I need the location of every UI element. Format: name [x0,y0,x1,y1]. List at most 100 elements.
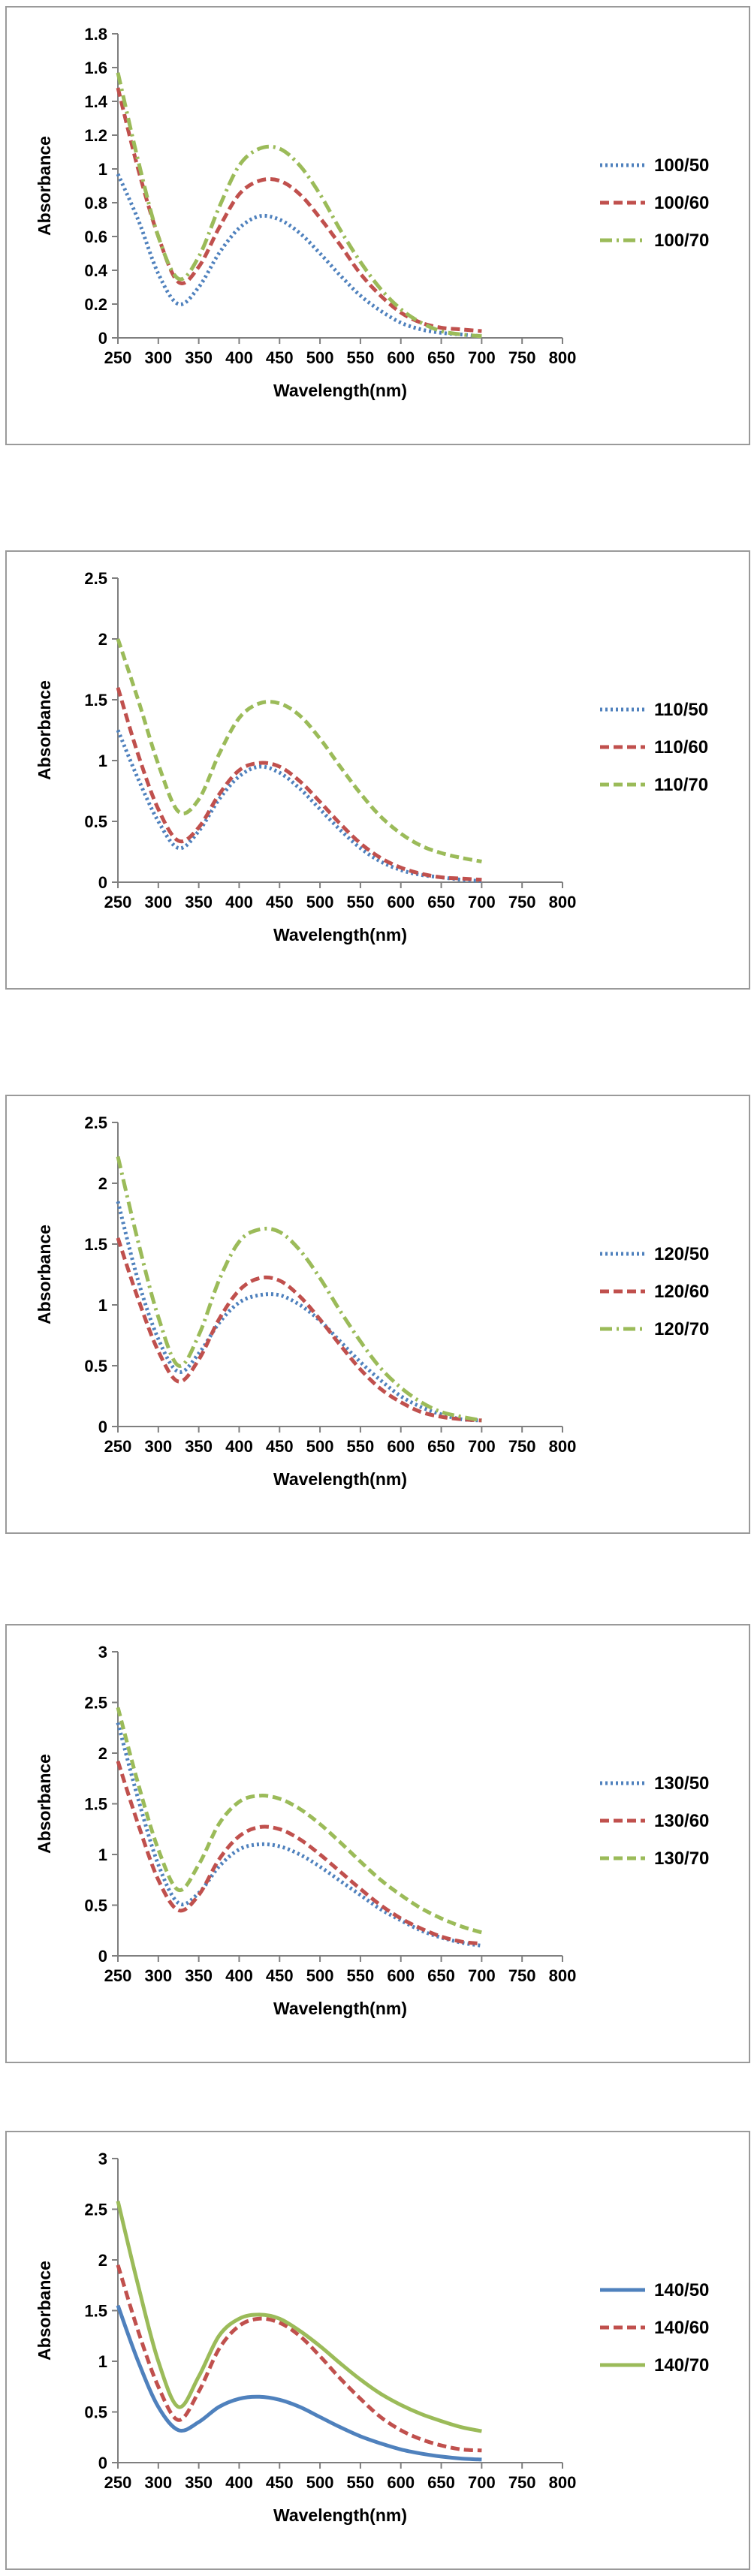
y-tick-label: 0 [98,1947,107,1966]
series-line-120-70 [116,1155,482,1423]
y-tick-label: 0.5 [84,2403,107,2422]
x-tick-label: 700 [468,893,496,911]
x-tick-label: 350 [185,893,213,911]
x-tick-label: 500 [306,2473,334,2492]
chart-svg-3: 0 0.5 1 1.5 2 2.5 250 300 350 400 450 500 550 600 650 7… [35,1113,709,1489]
series-line-100-50 [116,173,482,339]
x-tick-label: 500 [306,1966,334,1985]
y-tick-label: 2.5 [84,1113,107,1132]
series-line-110-60 [116,687,482,882]
y-tick-label: 1.6 [84,59,107,77]
y-axis-title: Absorbance [35,680,54,780]
x-tick-label: 400 [225,893,253,911]
chart-panel-4: 0 0.5 1 1.5 2 2.5 3 250 300 350 400 450 500 550 600 650… [5,1624,750,2063]
y-tick-label: 0.5 [84,812,107,831]
x-axis-title: Wavelength(nm) [273,2505,407,2525]
x-tick-label: 300 [144,893,172,911]
x-tick-label: 650 [427,1966,455,1985]
legend-label: 140/50 [654,2280,709,2300]
legend-label: 130/60 [654,1811,709,1831]
legend-label: 100/70 [654,230,709,251]
x-tick-label: 800 [549,348,577,367]
x-tick-label: 350 [185,2473,213,2492]
y-tick-label: 1 [98,1845,107,1864]
series-line-130-70 [116,1707,483,1935]
x-tick-label: 350 [185,1437,213,1456]
x-axis-title: Wavelength(nm) [273,925,407,945]
y-tick-label: 1.5 [84,2302,107,2321]
series-line-120-60 [116,1237,482,1423]
legend-label: 120/50 [654,1244,709,1264]
chart-svg-1: 0 0.2 0.4 0.6 0.8 1 1.2 1.4 1.6 1.8 250 300 350 400 45… [35,25,709,400]
legend-label: 110/50 [654,700,708,720]
x-tick-label: 550 [347,1966,375,1985]
x-axis-title: Wavelength(nm) [273,1469,407,1489]
x-tick-label: 450 [266,1437,294,1456]
x-tick-label: 750 [508,1966,536,1985]
x-tick-label: 800 [549,2473,577,2492]
chart-panel-1: 0 0.2 0.4 0.6 0.8 1 1.2 1.4 1.6 1.8 250 300 350 400 45… [5,6,750,445]
x-tick-label: 500 [306,348,334,367]
y-tick-label: 2.5 [84,2201,107,2219]
y-tick-label: 2.5 [84,1694,107,1713]
chart-panel-5: 0 0.5 1 1.5 2 2.5 3 250 300 350 400 450 500 550 600 650… [5,2131,750,2570]
y-tick-label: 1 [98,752,107,770]
x-tick-label: 700 [468,1437,496,1456]
series-line-110-70 [116,638,482,863]
legend-label: 100/50 [654,155,709,176]
x-tick-label: 600 [387,1966,415,1985]
y-tick-label: 3 [98,2150,107,2168]
legend-label: 110/70 [654,775,708,795]
x-tick-label: 550 [347,1437,375,1456]
x-tick-label: 750 [508,1437,536,1456]
chart-svg-4: 0 0.5 1 1.5 2 2.5 3 250 300 350 400 450 500 550 600 650… [35,1643,709,2018]
chart-panel-3: 0 0.5 1 1.5 2 2.5 250 300 350 400 450 500 550 600 650 7… [5,1095,750,1534]
y-tick-label: 1 [98,1296,107,1315]
series-line-130-60 [116,1761,482,1946]
y-tick-label: 2 [98,1744,107,1763]
y-tick-label: 3 [98,1643,107,1662]
x-tick-label: 550 [347,893,375,911]
y-tick-label: 0.8 [84,194,107,212]
y-tick-label: 0 [98,1418,107,1436]
x-tick-label: 400 [225,348,253,367]
x-tick-label: 650 [427,348,455,367]
x-tick-label: 800 [549,893,577,911]
x-tick-label: 700 [468,1966,496,1985]
y-axis-title: Absorbance [35,136,54,236]
x-tick-label: 400 [225,1437,253,1456]
legend-label: 130/70 [654,1848,709,1869]
x-tick-label: 750 [508,348,536,367]
x-tick-label: 750 [508,893,536,911]
x-tick-label: 300 [144,2473,172,2492]
x-tick-label: 400 [225,2473,253,2492]
y-tick-label: 0.2 [84,295,107,314]
x-tick-label: 750 [508,2473,536,2492]
x-tick-label: 600 [387,1437,415,1456]
y-tick-label: 1.8 [84,25,107,44]
x-tick-label: 500 [306,893,334,911]
legend-label: 120/60 [654,1282,709,1302]
x-tick-label: 450 [266,1966,294,1985]
x-tick-label: 300 [144,1966,172,1985]
x-tick-label: 450 [266,893,294,911]
x-tick-label: 550 [347,348,375,367]
y-tick-label: 0 [98,329,107,348]
series-line-100-70 [116,72,482,339]
y-tick-label: 1.2 [84,126,107,145]
y-tick-label: 1.5 [84,691,107,710]
y-tick-label: 2 [98,1174,107,1193]
x-tick-label: 300 [144,1437,172,1456]
x-tick-label: 550 [347,2473,375,2492]
y-axis-title: Absorbance [35,1225,54,1324]
y-tick-label: 0.5 [84,1357,107,1375]
x-tick-label: 350 [185,1966,213,1985]
series-line-140-60 [116,2264,482,2453]
y-tick-label: 1.5 [84,1235,107,1254]
y-tick-label: 1.4 [84,92,107,111]
y-tick-label: 0.4 [84,261,107,280]
x-tick-label: 450 [266,2473,294,2492]
x-tick-label: 600 [387,348,415,367]
y-tick-label: 2 [98,630,107,649]
y-tick-label: 0 [98,2454,107,2472]
